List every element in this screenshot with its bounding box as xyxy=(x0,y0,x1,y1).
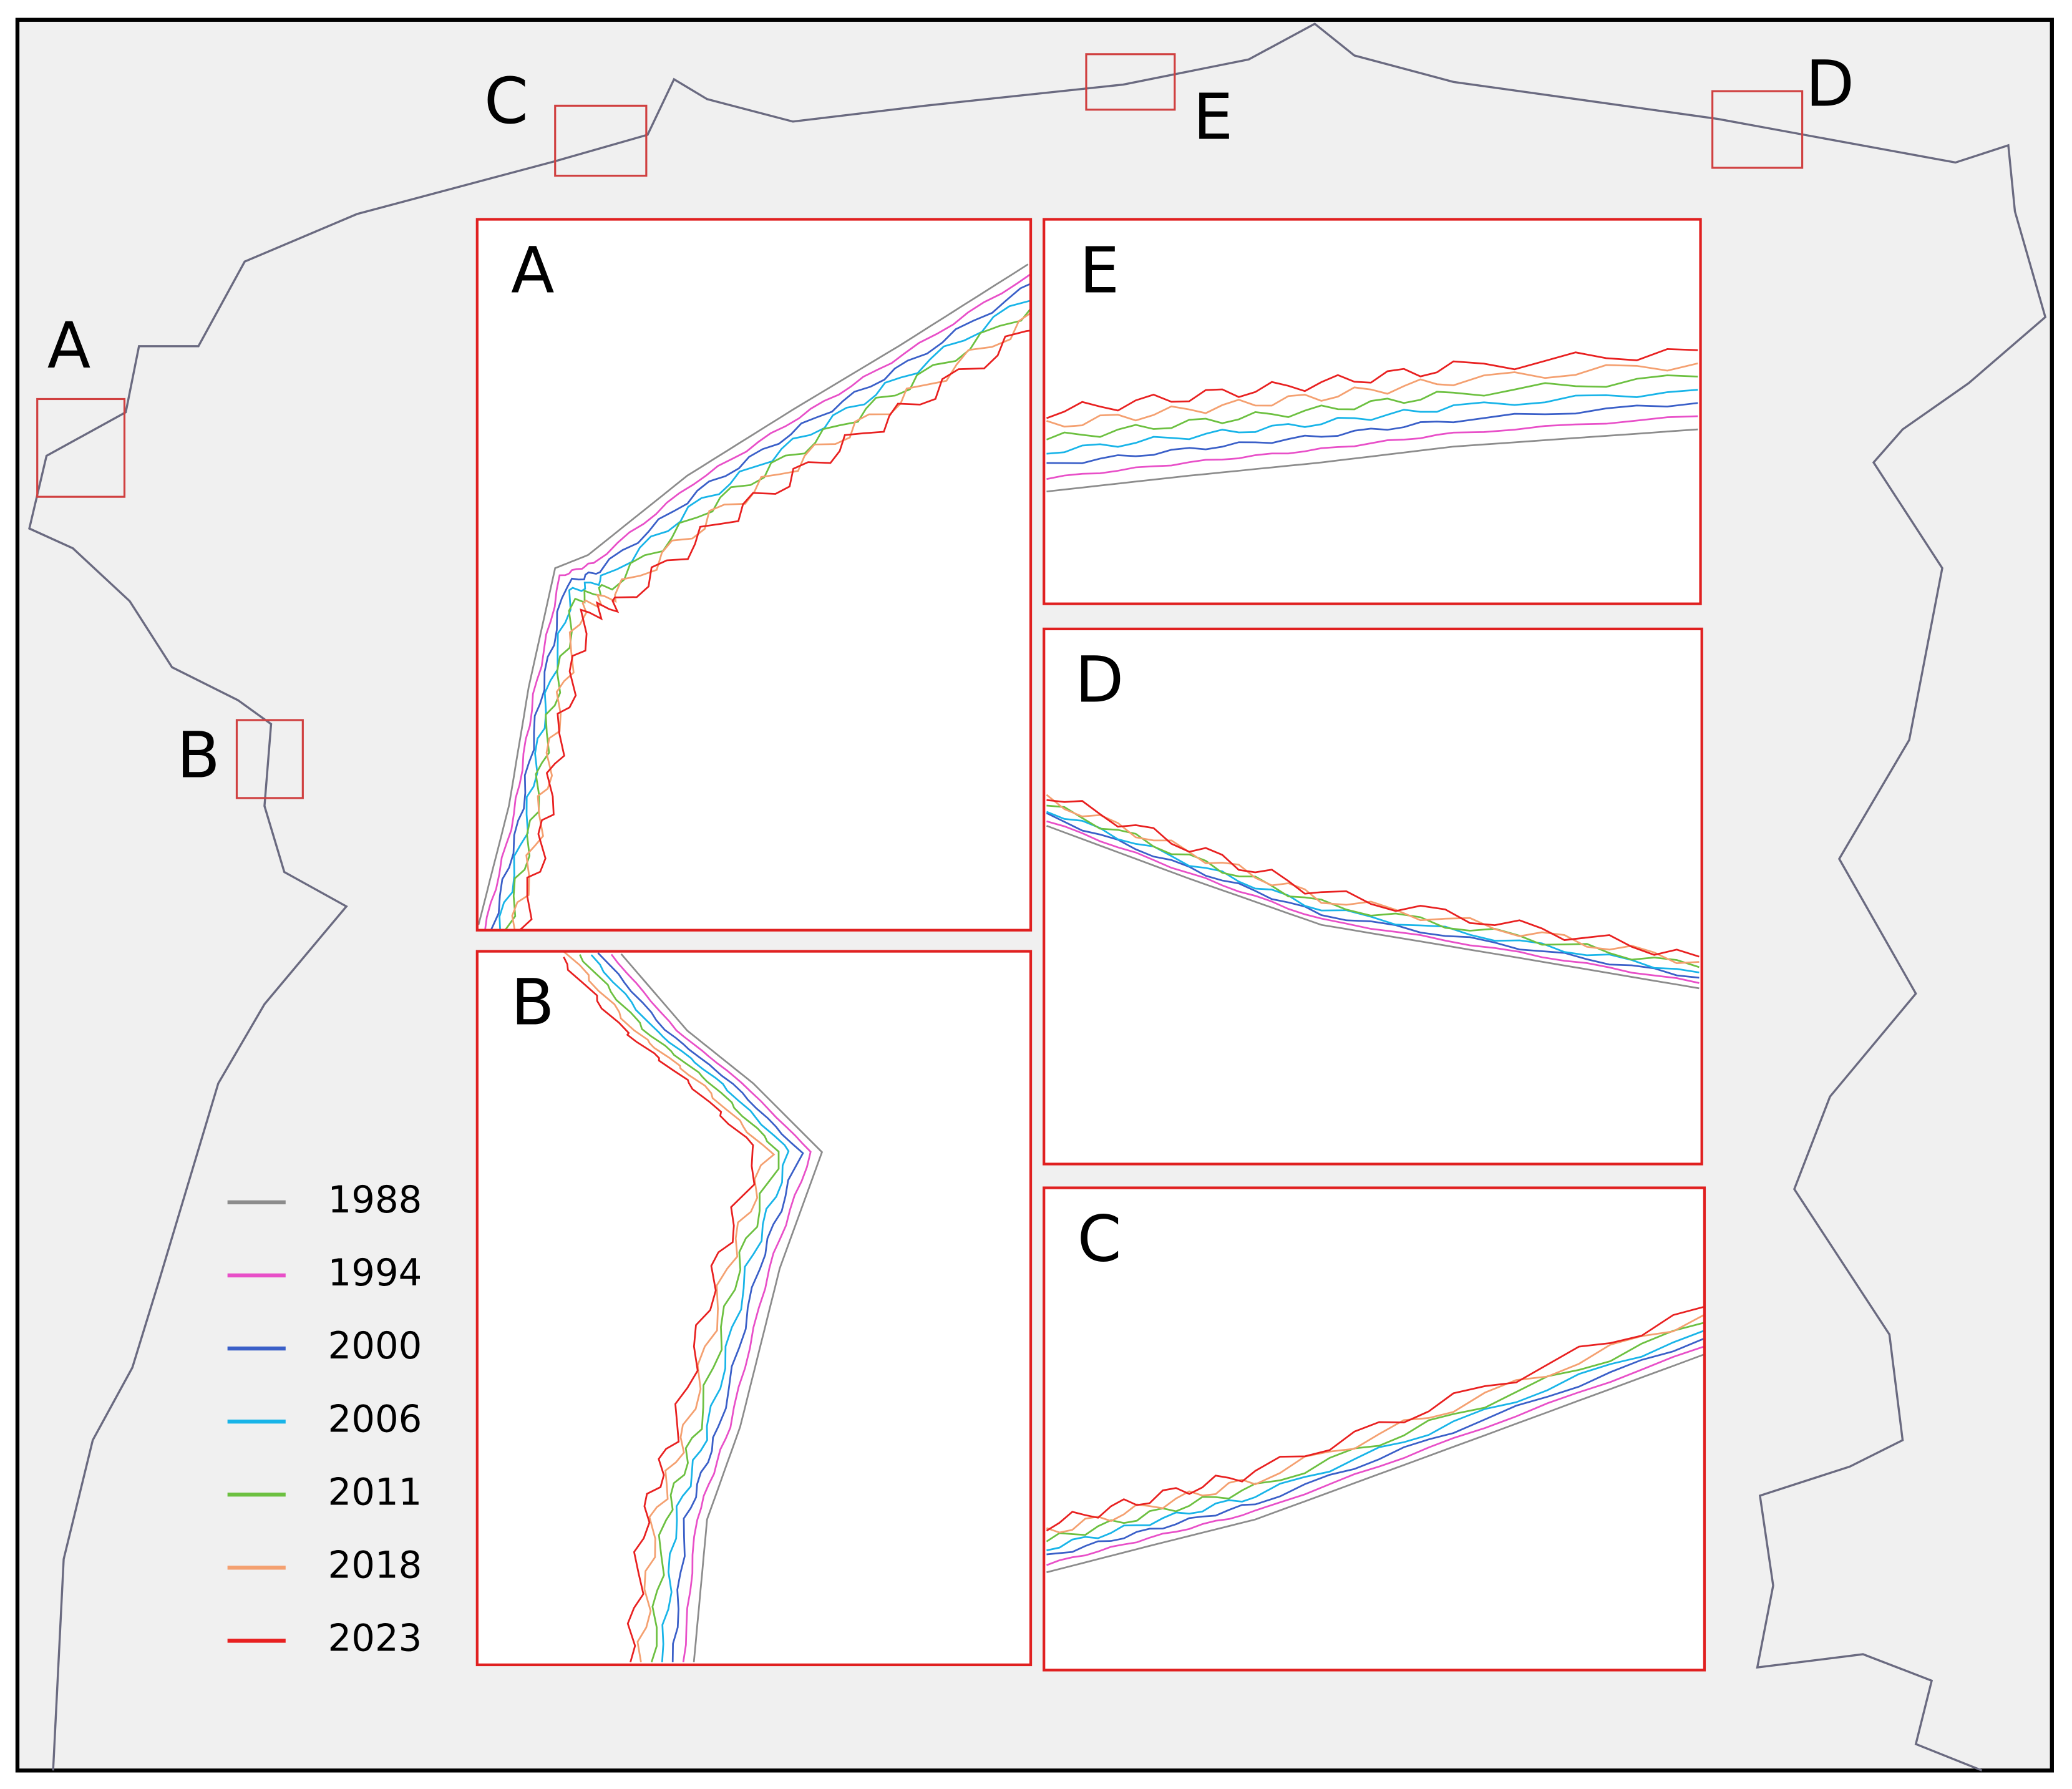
shoreline xyxy=(1046,428,1698,493)
shoreline xyxy=(563,951,776,1662)
map-frame xyxy=(15,17,2054,1773)
region-label: B xyxy=(177,718,220,792)
shoreline xyxy=(620,953,824,1662)
region-box xyxy=(1085,53,1176,111)
legend-label: 2023 xyxy=(328,1617,422,1660)
inset-lines xyxy=(1046,794,1700,990)
shoreline xyxy=(1046,812,1700,979)
shoreline xyxy=(1046,348,1698,419)
region-box xyxy=(235,719,304,799)
inset-panel xyxy=(477,951,1031,1665)
shoreline xyxy=(1046,362,1698,428)
legend-label: 2011 xyxy=(328,1470,422,1513)
shoreline xyxy=(1046,402,1698,464)
inset-lines xyxy=(477,263,1031,930)
inset-panel xyxy=(1044,1187,1705,1670)
shoreline xyxy=(1046,794,1700,965)
legend-label: 2018 xyxy=(328,1543,422,1586)
region-label: C xyxy=(484,64,528,138)
region-label: D xyxy=(1806,47,1854,121)
inset-border xyxy=(1043,627,1703,1166)
shoreline xyxy=(579,954,780,1663)
region-label: E xyxy=(1193,80,1233,154)
shoreline xyxy=(490,283,1031,930)
shoreline xyxy=(1046,820,1700,984)
shoreline xyxy=(1046,1345,1705,1566)
inset-panel xyxy=(1044,628,1702,1164)
shoreline xyxy=(1046,415,1698,480)
inset-border xyxy=(475,218,1033,932)
shoreline xyxy=(499,299,1031,930)
shoreline xyxy=(1046,389,1698,455)
inset-label: D xyxy=(1075,643,1124,717)
shoreline xyxy=(477,263,1029,925)
inset-label: A xyxy=(511,233,555,307)
shoreline xyxy=(1046,1329,1705,1551)
shoreline xyxy=(484,273,1031,930)
inset-label: C xyxy=(1077,1202,1122,1275)
inset-lines xyxy=(1046,348,1698,493)
shoreline xyxy=(563,957,756,1663)
shoreline xyxy=(1046,1353,1705,1574)
shoreline xyxy=(1046,1305,1705,1532)
shoreline xyxy=(1046,825,1700,990)
shoreline xyxy=(1046,799,1700,958)
inset-panel xyxy=(477,219,1031,930)
region-box xyxy=(36,397,126,498)
shoreline xyxy=(590,954,790,1662)
region-box xyxy=(554,104,648,177)
inset-panel xyxy=(1044,219,1701,604)
inset-lines xyxy=(1046,1305,1705,1574)
legend-label: 2006 xyxy=(328,1397,422,1440)
region-label: A xyxy=(47,309,91,383)
shoreline xyxy=(518,329,1031,930)
shoreline xyxy=(597,952,804,1662)
shoreline xyxy=(610,953,812,1662)
shoreline xyxy=(1046,1314,1705,1534)
shoreline xyxy=(1046,1337,1705,1556)
coastline xyxy=(28,22,2047,1772)
inset-label: B xyxy=(511,965,555,1039)
inset-label: E xyxy=(1079,233,1119,307)
inset-border xyxy=(1043,1186,1706,1672)
inset-lines xyxy=(563,951,824,1663)
region-box xyxy=(1711,90,1804,169)
shoreline xyxy=(1046,811,1700,973)
legend-label: 1994 xyxy=(328,1251,422,1294)
inset-border xyxy=(1043,218,1702,605)
shoreline xyxy=(1046,374,1698,441)
inset-border xyxy=(475,950,1033,1667)
legend-label: 1988 xyxy=(328,1178,422,1221)
legend-label: 2000 xyxy=(328,1324,422,1367)
